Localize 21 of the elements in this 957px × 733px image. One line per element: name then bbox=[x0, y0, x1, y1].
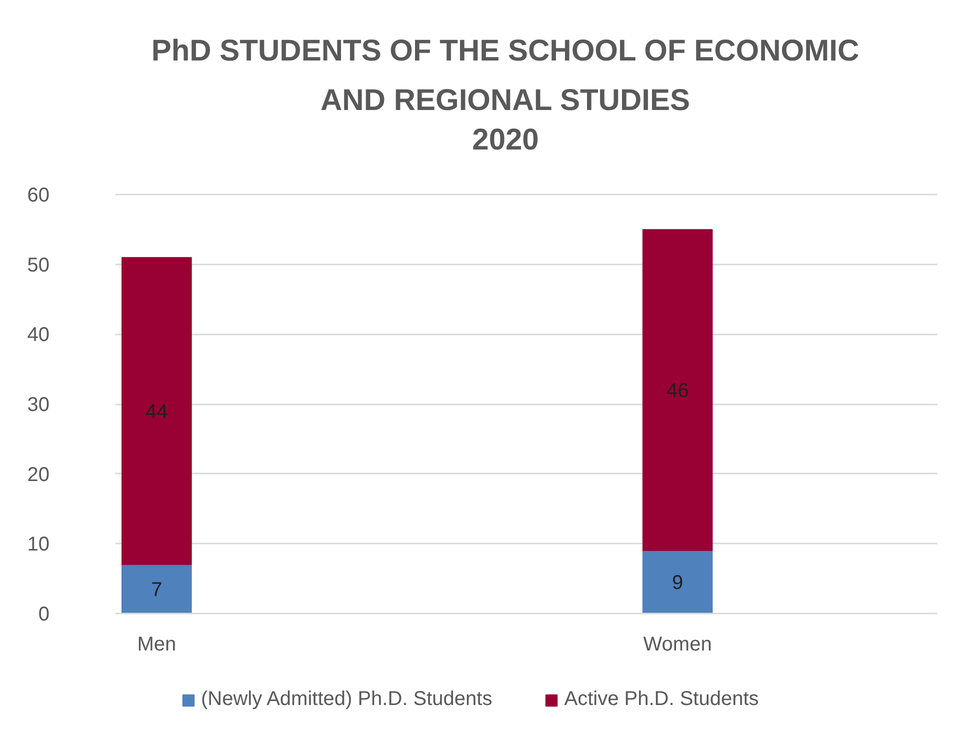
bar bbox=[642, 550, 713, 614]
y-tick-label: 50 bbox=[27, 254, 50, 276]
y-tick-label: 40 bbox=[27, 324, 50, 346]
chart-subtitle: 2020 bbox=[472, 124, 539, 156]
y-tick-label: 30 bbox=[27, 394, 50, 416]
bar bbox=[122, 564, 192, 614]
y-tick-label: 60 bbox=[27, 184, 50, 206]
data-label: 7 bbox=[151, 579, 162, 602]
chart-title: PhD STUDENTS OF THE SCHOOL OF ECONOMIC AND REGIONAL STUDIES bbox=[151, 34, 860, 117]
legend-label: (Newly Admitted) Ph.D. Students bbox=[201, 688, 492, 711]
x-tick-label: Men bbox=[137, 634, 176, 656]
bar bbox=[122, 257, 192, 565]
data-label: 44 bbox=[146, 400, 168, 423]
data-label: 9 bbox=[672, 572, 684, 594]
x-tick-label: Women bbox=[643, 634, 712, 656]
bar bbox=[642, 229, 713, 551]
y-tick-label: 20 bbox=[27, 464, 50, 486]
y-tick-label: 10 bbox=[27, 534, 50, 556]
y-tick-label: 0 bbox=[38, 604, 50, 626]
legend-label: Active Ph.D. Students bbox=[564, 688, 759, 711]
data-label: 46 bbox=[666, 380, 689, 402]
